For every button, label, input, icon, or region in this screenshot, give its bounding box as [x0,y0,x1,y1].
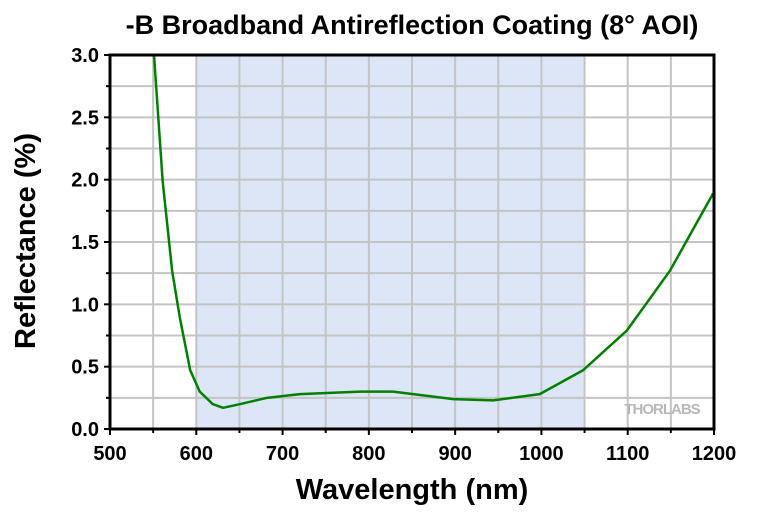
x-tick-label: 900 [438,443,471,465]
y-tick-label: 1.5 [71,232,99,254]
x-tick-label: 500 [93,443,126,465]
y-tick-label: 1.0 [71,294,99,316]
series-line [152,54,715,410]
y-tick-label: 2.0 [71,170,99,192]
plot-area: 500 600 700 800 900 1000 1100 1200 0.0 0.5 1.0 1.5 2… [71,45,736,465]
x-tick-label: 700 [266,443,299,465]
x-axis-label: Wavelength (nm) [296,474,529,506]
x-tick-label: 800 [352,443,385,465]
y-tick-label: 0.5 [71,357,99,379]
y-tick-label: 3.0 [71,45,99,67]
y-axis-label: Reflectance (%) [10,133,42,349]
chart-title: -B Broadband Antireflection Coating (8° … [126,10,699,40]
y-tick-label: 2.5 [71,107,99,129]
x-tick-label: 600 [180,443,213,465]
x-tick-label: 1100 [606,443,649,465]
thorlabs-watermark: THORLABS [624,401,700,418]
x-tick-label: 1000 [519,443,564,465]
x-tick-label: 1200 [692,443,737,465]
y-tick-label: 0.0 [71,419,99,441]
